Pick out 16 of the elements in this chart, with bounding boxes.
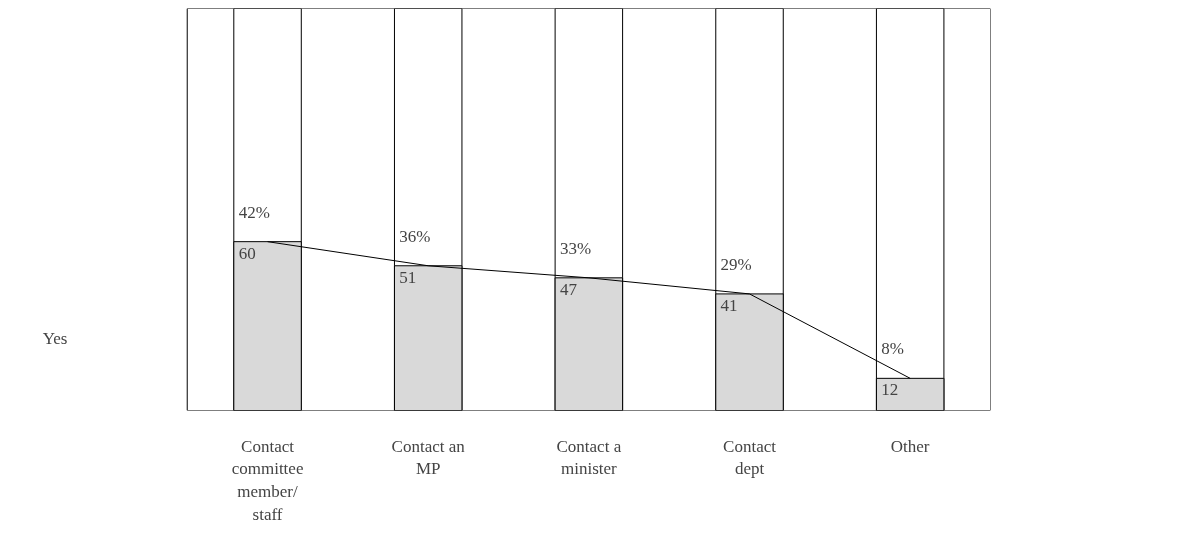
annotation: 41 [720,295,738,315]
x-tick-label: Contact a minister [556,436,622,479]
annotation: 12 [881,380,899,400]
data-label: 36% [399,226,431,246]
x-tick-label: Contact committee member/ staff [231,436,304,524]
annotation: 47 [559,279,578,299]
annotation: 51 [399,267,417,287]
data-label: 8% [881,339,904,359]
x-tick-label: Contact dept [723,436,777,479]
data-label: 42% [238,202,270,222]
x-tick-label: Contact an MP [391,436,466,479]
x-tick-label: Other [890,436,930,456]
data-label: 33% [559,238,592,258]
annotation: 60 [238,243,256,263]
text: Yes [42,328,68,348]
data-label: 29% [720,254,752,274]
